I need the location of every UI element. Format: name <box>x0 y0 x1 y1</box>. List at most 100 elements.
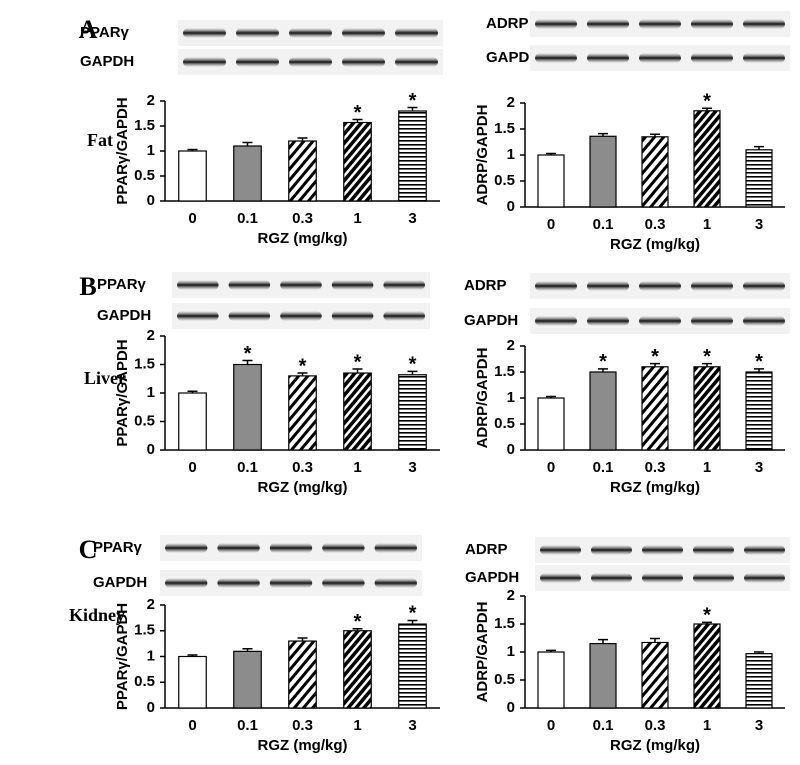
y-tick-label: 2 <box>147 92 155 109</box>
x-tick-label: 1 <box>703 459 711 476</box>
bar <box>589 371 617 451</box>
blot-label: PPARγ <box>97 276 147 293</box>
x-tick-label: 3 <box>755 216 763 233</box>
blot-label: GAPDH <box>97 307 151 324</box>
y-tick-label: 0 <box>147 441 155 458</box>
bar <box>693 366 721 451</box>
bar <box>288 640 317 709</box>
significance: * <box>354 611 362 633</box>
y-tick-label: 0.5 <box>494 671 515 688</box>
x-tick-label: 0.3 <box>292 459 313 476</box>
bar <box>589 135 617 208</box>
blot-band <box>540 545 581 555</box>
error-bar <box>187 390 198 393</box>
error-bar <box>242 359 253 365</box>
blot-band <box>322 578 365 588</box>
y-tick-label: 1.5 <box>134 622 155 639</box>
blot-band <box>743 281 785 291</box>
blot-band <box>331 311 374 321</box>
x-axis-label: RGZ (mg/kg) <box>258 479 348 496</box>
blot-band <box>165 578 208 588</box>
blot-band <box>342 28 385 38</box>
y-tick-label: 1 <box>147 384 155 401</box>
blot-label: GAPDH <box>486 49 540 66</box>
x-tick-label: 0.3 <box>645 459 666 476</box>
blot-band <box>177 311 219 321</box>
significance: * <box>755 351 763 373</box>
blot-band <box>183 57 226 67</box>
blot-band <box>587 316 629 326</box>
significance: * <box>354 102 362 124</box>
blot-band <box>691 53 733 63</box>
blot-band <box>591 545 632 555</box>
y-axis-label: ADRP/GAPDH <box>474 348 491 449</box>
error-bar <box>702 621 712 624</box>
bar <box>343 121 372 202</box>
x-tick-label: 3 <box>755 717 763 734</box>
significance: * <box>244 343 252 365</box>
blot-band <box>383 280 425 290</box>
blot-band <box>374 578 417 588</box>
blot-band <box>331 280 374 290</box>
error-bar <box>407 370 418 375</box>
bar <box>178 655 207 709</box>
x-tick-label: 0.3 <box>292 210 313 227</box>
blot-band <box>289 57 332 67</box>
bar <box>641 641 669 709</box>
y-tick-label: 0 <box>507 441 515 458</box>
bar <box>693 623 721 709</box>
bar <box>641 136 669 208</box>
blot-label: GAPDH <box>93 574 147 591</box>
x-axis-label: RGZ (mg/kg) <box>610 236 700 253</box>
error-bar <box>650 362 660 367</box>
error-bar <box>242 141 253 146</box>
blot-band <box>535 53 577 63</box>
y-tick-label: 1.5 <box>134 355 155 372</box>
y-tick-label: 0.5 <box>134 673 155 690</box>
blot-band <box>587 19 629 29</box>
x-axis-label: RGZ (mg/kg) <box>258 230 348 247</box>
bar <box>641 366 669 451</box>
blot-band <box>217 578 260 588</box>
x-tick-label: 0.1 <box>237 459 258 476</box>
blot-band <box>374 543 417 553</box>
bar <box>745 371 773 451</box>
x-axis-label: RGZ (mg/kg) <box>610 737 700 754</box>
error-bar <box>352 627 363 631</box>
error-bar <box>650 133 660 137</box>
x-tick-label: 3 <box>755 459 763 476</box>
x-tick-label: 0.3 <box>645 216 666 233</box>
error-bar <box>297 372 308 376</box>
x-tick-label: 0.3 <box>645 717 666 734</box>
blot-band <box>535 316 577 326</box>
y-tick-label: 1 <box>147 647 155 664</box>
x-tick-label: 0.1 <box>593 459 614 476</box>
y-tick-label: 1 <box>507 146 515 163</box>
bar <box>288 140 317 202</box>
blot-band <box>743 53 785 63</box>
blot-band <box>236 57 279 67</box>
blot-band <box>228 280 271 290</box>
significance: * <box>299 355 307 377</box>
bar <box>233 363 262 451</box>
x-tick-label: 0 <box>188 210 196 227</box>
x-tick-label: 0.1 <box>237 717 258 734</box>
x-tick-label: 1 <box>353 210 361 227</box>
blot-band <box>540 573 581 583</box>
x-tick-label: 1 <box>353 717 361 734</box>
blot-label: GAPDH <box>464 312 518 329</box>
y-tick-label: 2 <box>147 327 155 344</box>
error-bar <box>650 637 660 643</box>
bar <box>589 642 617 709</box>
blot-label: ADRP <box>464 277 507 294</box>
x-tick-label: 0.1 <box>593 216 614 233</box>
y-tick-label: 0.5 <box>494 415 515 432</box>
x-tick-label: 0 <box>188 717 196 734</box>
error-bar <box>546 649 556 652</box>
bar <box>343 372 372 451</box>
bar <box>745 149 773 208</box>
error-bar <box>187 654 198 657</box>
error-bar <box>598 132 608 137</box>
blot-band <box>395 28 438 38</box>
blot-band <box>289 28 332 38</box>
